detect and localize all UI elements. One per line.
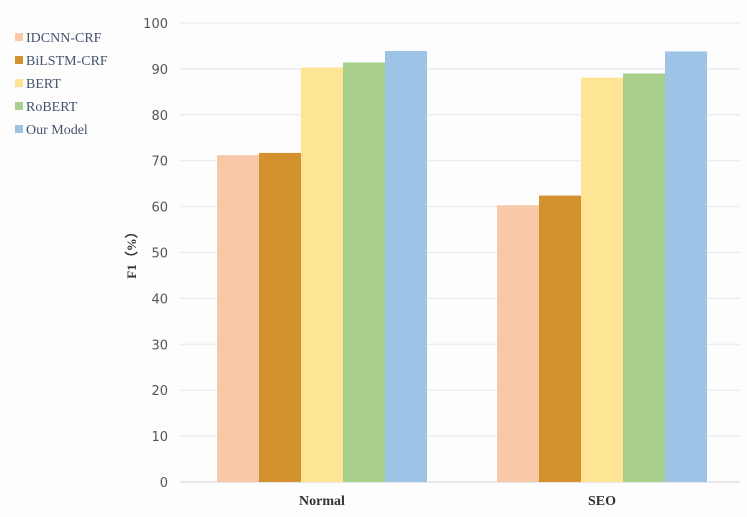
x-category-label: Normal xyxy=(299,494,345,509)
bar-bert-normal xyxy=(301,67,343,482)
y-tick-label: 20 xyxy=(151,384,168,399)
legend-label: BiLSTM-CRF xyxy=(26,54,108,69)
bar-bilstm-crf-seo xyxy=(539,195,581,483)
bar-bilstm-crf-normal xyxy=(259,152,301,482)
legend-swatch xyxy=(15,125,23,133)
x-category-label: SEO xyxy=(588,494,616,509)
bar-robert-normal xyxy=(343,62,385,482)
bar-our-model-seo xyxy=(665,51,707,482)
legend-swatch xyxy=(15,102,23,110)
legend-swatch xyxy=(15,56,23,64)
bar-robert-seo xyxy=(623,73,665,483)
y-tick-label: 30 xyxy=(151,338,168,353)
legend-label: Our Model xyxy=(26,123,88,138)
bar-bert-seo xyxy=(581,77,623,482)
legend-swatch xyxy=(15,79,23,87)
legend-label: BERT xyxy=(26,77,61,92)
bar-idcnn-crf-normal xyxy=(217,155,259,482)
bar-idcnn-crf-seo xyxy=(497,205,539,482)
y-tick-label: 40 xyxy=(151,292,168,307)
bar-our-model-normal xyxy=(385,50,427,483)
y-tick-label: 60 xyxy=(151,201,168,216)
legend-swatch xyxy=(15,33,23,41)
legend-label: RoBERT xyxy=(26,100,78,115)
legend-label: IDCNN-CRF xyxy=(26,31,102,46)
y-tick-label: 50 xyxy=(151,247,168,262)
y-tick-label: 80 xyxy=(151,109,168,124)
y-tick-label: 100 xyxy=(143,17,168,32)
y-axis-label: F1（%） xyxy=(124,225,139,278)
y-tick-label: 90 xyxy=(151,63,168,78)
y-tick-label: 0 xyxy=(160,476,168,491)
y-tick-label: 70 xyxy=(151,155,168,170)
y-tick-label: 10 xyxy=(151,430,168,445)
